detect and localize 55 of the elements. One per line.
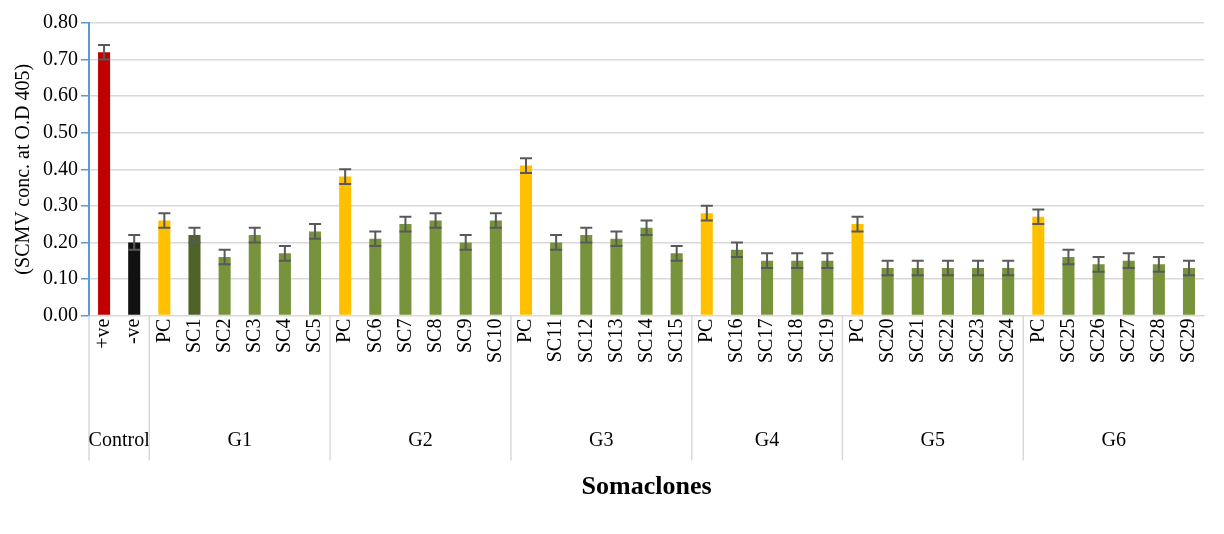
text: G3 [589,427,614,450]
x-tick-label: PC [513,318,536,344]
text: G1 [227,427,252,450]
text: G2 [408,427,433,450]
x-tick-label: SC20 [874,318,897,364]
x-tick-label: SC2 [211,318,234,354]
text: Control [88,427,151,450]
x-tick-label: SC15 [663,318,686,364]
x-tick-label: SC19 [814,318,837,364]
y-tick-label: 0.60 [43,83,78,106]
x-tick-label: SC18 [784,318,807,364]
x-tick-label: SC14 [633,318,656,364]
x-tick-label: SC3 [242,318,264,354]
x-tick-label: SC8 [422,318,445,354]
y-tick-label: 0.30 [43,193,78,216]
y-tick-label: 0.50 [43,119,78,142]
y-tick-label: 0.10 [43,266,78,289]
x-tick-label: SC13 [603,318,626,364]
x-tick-label: SC26 [1085,318,1108,364]
y-tick-label: 0.70 [43,46,78,69]
x-tick-label: SC22 [935,318,958,364]
x-tick-label: SC7 [392,318,415,354]
x-tick-label: SC16 [724,318,747,364]
x-tick-label: SC28 [1146,318,1169,364]
text: G6 [1101,427,1126,450]
x-tick-label: SC29 [1176,318,1199,364]
x-tick-label: PC [332,318,355,344]
text: G4 [754,427,780,450]
x-axis-title: Somaclones [581,471,712,501]
x-tick-label: SC11 [543,318,566,363]
x-tick-label: SC9 [452,318,475,354]
y-tick-label: 0.80 [43,10,78,33]
y-axis-title: (SCMV conc. at O.D 405) [11,63,35,275]
y-tick-label: 0.00 [43,302,78,325]
x-tick-label: SC5 [302,318,325,354]
x-tick-label: SC17 [754,318,777,364]
x-tick-label: PC [1025,318,1048,344]
x-tick-label: SC23 [965,318,988,364]
x-tick-label: SC6 [362,318,385,354]
x-tick-label: PC [844,318,867,344]
x-tick-label: SC27 [1115,318,1138,364]
x-tick-label: SC24 [995,318,1018,364]
x-tick-label: SC21 [905,318,928,364]
x-tick-label: SC1 [181,318,204,354]
y-tick-label: 0.40 [43,156,78,179]
x-tick-label: -ve [121,318,144,345]
x-tick-label: SC25 [1055,318,1078,364]
x-tick-label: SC4 [272,318,295,354]
x-tick-label: PC [151,318,174,344]
x-tick-label: SC10 [483,318,506,364]
x-tick-label: +ve [91,318,114,349]
y-tick-label: 0.20 [43,229,78,252]
x-tick-label: SC12 [573,318,596,364]
text: G5 [920,427,946,450]
x-tick-label: PC [694,318,717,344]
